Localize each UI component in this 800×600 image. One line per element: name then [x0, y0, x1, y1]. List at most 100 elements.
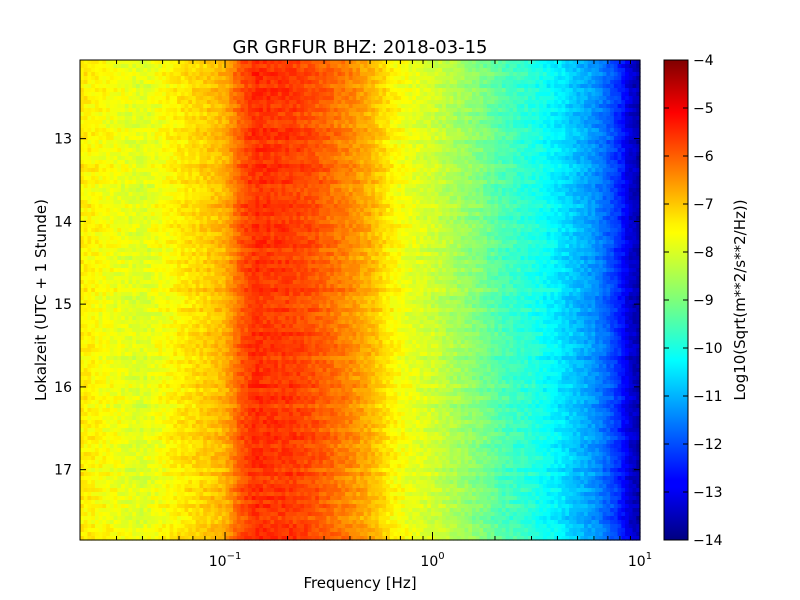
heatmap-cell — [95, 448, 99, 453]
heatmap-cell — [192, 408, 196, 413]
heatmap-cell — [170, 456, 174, 461]
heatmap-cell — [91, 84, 95, 89]
heatmap-cell — [143, 172, 147, 177]
heatmap-cell — [140, 532, 144, 537]
heatmap-cell — [173, 288, 177, 293]
heatmap-cell — [147, 60, 151, 65]
heatmap-cell — [125, 344, 129, 349]
heatmap-cell — [151, 216, 155, 221]
heatmap-cell — [233, 212, 237, 217]
heatmap-cell — [222, 488, 226, 493]
heatmap-cell — [136, 88, 140, 93]
heatmap-cell — [106, 244, 110, 249]
heatmap-cell — [226, 184, 230, 189]
heatmap-cell — [177, 512, 181, 517]
heatmap-cell — [129, 204, 133, 209]
heatmap-cell — [136, 344, 140, 349]
heatmap-cell — [147, 272, 151, 277]
heatmap-cell — [196, 516, 200, 521]
heatmap-cell — [181, 372, 185, 377]
heatmap-cell — [207, 80, 211, 85]
heatmap-cell — [80, 364, 84, 369]
heatmap-cell — [192, 440, 196, 445]
heatmap-cell — [129, 420, 133, 425]
heatmap-cell — [173, 192, 177, 197]
heatmap-cell — [185, 532, 189, 537]
heatmap-cell — [117, 120, 121, 125]
heatmap-cell — [162, 148, 166, 153]
heatmap-cell — [121, 520, 125, 525]
heatmap-cell — [129, 124, 133, 129]
heatmap-cell — [229, 428, 233, 433]
heatmap-cell — [121, 68, 125, 73]
heatmap-cell — [125, 336, 129, 341]
heatmap-cell — [129, 156, 133, 161]
heatmap-cell — [147, 460, 151, 465]
heatmap-cell — [226, 164, 230, 169]
heatmap-cell — [162, 368, 166, 373]
heatmap-cell — [102, 216, 106, 221]
heatmap-cell — [188, 224, 192, 229]
heatmap-cell — [229, 180, 233, 185]
heatmap-cell — [173, 384, 177, 389]
heatmap-cell — [84, 220, 88, 225]
heatmap-cell — [170, 484, 174, 489]
heatmap-cell — [181, 268, 185, 273]
heatmap-cell — [177, 240, 181, 245]
heatmap-cell — [162, 288, 166, 293]
heatmap-cell — [129, 448, 133, 453]
heatmap-cell — [229, 480, 233, 485]
heatmap-cell — [117, 344, 121, 349]
heatmap-cell — [155, 76, 159, 81]
heatmap-cell — [99, 400, 103, 405]
heatmap-cell — [218, 176, 222, 181]
heatmap-cell — [99, 384, 103, 389]
heatmap-cell — [102, 404, 106, 409]
heatmap-cell — [229, 336, 233, 341]
heatmap-cell — [147, 456, 151, 461]
heatmap-cell — [99, 464, 103, 469]
heatmap-cell — [166, 456, 170, 461]
heatmap-cell — [110, 188, 114, 193]
heatmap-cell — [80, 412, 84, 417]
heatmap-cell — [155, 296, 159, 301]
heatmap-cell — [162, 136, 166, 141]
heatmap-cell — [158, 100, 162, 105]
heatmap-cell — [207, 344, 211, 349]
heatmap-cell — [226, 260, 230, 265]
heatmap-cell — [136, 176, 140, 181]
heatmap-cell — [188, 240, 192, 245]
heatmap-cell — [143, 388, 147, 393]
heatmap-cell — [170, 60, 174, 65]
heatmap-cell — [106, 156, 110, 161]
heatmap-cell — [110, 484, 114, 489]
heatmap-cell — [158, 260, 162, 265]
heatmap-cell — [143, 488, 147, 493]
heatmap-cell — [80, 240, 84, 245]
heatmap-cell — [211, 372, 215, 377]
heatmap-cell — [173, 224, 177, 229]
heatmap-cell — [147, 516, 151, 521]
heatmap-cell — [229, 292, 233, 297]
heatmap-cell — [155, 460, 159, 465]
heatmap-cell — [151, 380, 155, 385]
heatmap-cell — [132, 516, 136, 521]
heatmap-cell — [155, 88, 159, 93]
heatmap-cell — [155, 176, 159, 181]
heatmap-cell — [136, 332, 140, 337]
heatmap-cell — [117, 448, 121, 453]
heatmap-cell — [199, 340, 203, 345]
heatmap-cell — [188, 244, 192, 249]
heatmap-cell — [199, 500, 203, 505]
heatmap-cell — [196, 484, 200, 489]
heatmap-cell — [192, 328, 196, 333]
heatmap-cell — [147, 232, 151, 237]
heatmap-cell — [125, 216, 129, 221]
heatmap-cell — [181, 468, 185, 473]
heatmap-cell — [185, 352, 189, 357]
heatmap-cell — [132, 96, 136, 101]
heatmap-cell — [166, 240, 170, 245]
heatmap-cell — [196, 224, 200, 229]
heatmap-cell — [80, 440, 84, 445]
heatmap-cell — [158, 348, 162, 353]
